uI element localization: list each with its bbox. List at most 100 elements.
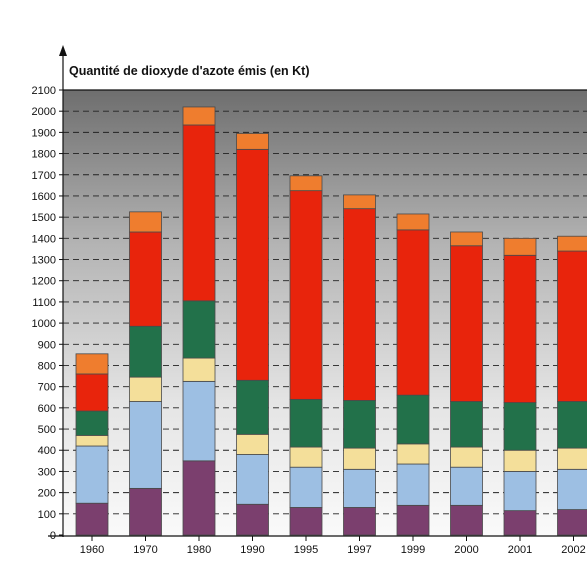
- y-tick-label: 1100: [32, 297, 56, 309]
- bar-segment: [396, 504, 430, 536]
- bar-segment: [236, 148, 269, 381]
- x-tick-label: 2001: [508, 544, 532, 556]
- bar-segment: [343, 507, 376, 536]
- bar-segment: [75, 445, 109, 504]
- bar-segment: [129, 401, 162, 489]
- bar-segment: [396, 443, 430, 465]
- y-tick-label: 1300: [32, 255, 56, 267]
- y-tick-label: 1900: [32, 127, 56, 139]
- y-tick-label: 600: [38, 403, 56, 415]
- y-tick-label: 1700: [32, 170, 56, 182]
- bar-segment: [289, 175, 323, 192]
- y-tick-label: 700: [38, 382, 56, 394]
- y-tick-label: 400: [38, 445, 56, 457]
- y-tick-label: 1600: [32, 191, 56, 203]
- bar-segment: [236, 379, 269, 435]
- bar-segment: [396, 463, 430, 506]
- y-tick-label: 1500: [32, 212, 56, 224]
- y-tick-label: 500: [38, 424, 56, 436]
- tick-labels: 0 100 200 300 400 500 600 700 800 900 1000 1100 1200…: [32, 85, 586, 556]
- bar-segment: [75, 353, 109, 375]
- y-axis-title: Quantité de dioxyde d'azote émis (en Kt): [69, 64, 310, 78]
- bar-segment: [75, 435, 109, 447]
- x-tick-label: 1980: [187, 544, 211, 556]
- bar-segment: [343, 447, 376, 470]
- bar-segment: [289, 466, 323, 508]
- bar-segment: [450, 245, 483, 402]
- y-tick-label: 2100: [32, 85, 56, 97]
- bar-segment: [289, 398, 323, 448]
- x-tick-label: 1995: [294, 544, 318, 556]
- bar-segment: [343, 400, 376, 449]
- y-tick-label: 100: [38, 509, 56, 521]
- y-tick-label: 1800: [32, 149, 56, 161]
- bar-segment: [450, 504, 483, 536]
- y-tick-label: 1200: [32, 276, 56, 288]
- y-tick-label: 2000: [32, 106, 56, 118]
- bar-segment: [182, 380, 216, 462]
- bar-segment: [450, 466, 483, 506]
- bar-segment: [396, 213, 430, 231]
- bar-segment: [129, 376, 162, 402]
- bar-segment: [182, 460, 216, 536]
- x-tick-label: 2002: [561, 544, 585, 556]
- bar-segment: [450, 231, 483, 247]
- x-tick-label: 1999: [401, 544, 425, 556]
- bar-segment: [289, 507, 323, 536]
- bar-segment: [236, 454, 269, 505]
- bar-segment: [396, 229, 430, 396]
- bar-segment: [557, 468, 587, 510]
- grid-lines: [59, 89, 587, 536]
- bar-segment: [450, 446, 483, 468]
- bar-segment: [557, 509, 587, 536]
- bar-segment: [289, 190, 323, 400]
- bar-segment: [503, 402, 537, 451]
- x-tick-label: 1990: [240, 544, 264, 556]
- bar-segment: [557, 235, 587, 252]
- bar-segment: [343, 468, 376, 508]
- bar-segment: [289, 446, 323, 468]
- bar-segment: [75, 410, 109, 436]
- x-tick-label: 1997: [347, 544, 371, 556]
- y-axis-arrow-icon: [59, 45, 67, 56]
- bar-segment: [236, 433, 269, 455]
- bar-segment: [557, 401, 587, 449]
- x-tick-label: 1960: [80, 544, 104, 556]
- bar-segment: [129, 325, 162, 378]
- bar-segment: [396, 394, 430, 445]
- bar-segment: [557, 447, 587, 470]
- bar-segment: [503, 449, 537, 472]
- y-tick-label: 900: [38, 339, 56, 351]
- bar-segment: [236, 503, 269, 536]
- axes: [48, 45, 587, 537]
- bar-segment: [182, 300, 216, 359]
- y-tick-label: 300: [38, 466, 56, 478]
- bar-segment: [450, 401, 483, 448]
- x-tick-label: 1970: [133, 544, 157, 556]
- bar-segment: [236, 133, 269, 150]
- y-tick-label: 200: [38, 488, 56, 500]
- bar-segment: [343, 208, 376, 401]
- bar-segment: [75, 373, 109, 412]
- bar-segment: [503, 510, 537, 536]
- y-tick-label: 0: [50, 530, 56, 542]
- bar-segment: [557, 250, 587, 402]
- bar-segment: [182, 357, 216, 382]
- bar-segment: [129, 487, 162, 536]
- y-tick-label: 1400: [32, 233, 56, 245]
- bar-segment: [182, 106, 216, 126]
- y-tick-label: 1000: [32, 318, 56, 330]
- bar-segment: [182, 124, 216, 302]
- bar-segment: [503, 254, 537, 403]
- bar-segment: [503, 471, 537, 512]
- y-tick-label: 800: [38, 360, 56, 372]
- bar-segment: [129, 231, 162, 327]
- bar-segment: [343, 194, 376, 210]
- bars: [75, 106, 587, 536]
- bar-segment: [75, 502, 109, 536]
- x-tick-label: 2000: [454, 544, 478, 556]
- bar-segment: [503, 237, 537, 256]
- bar-segment: [129, 211, 162, 233]
